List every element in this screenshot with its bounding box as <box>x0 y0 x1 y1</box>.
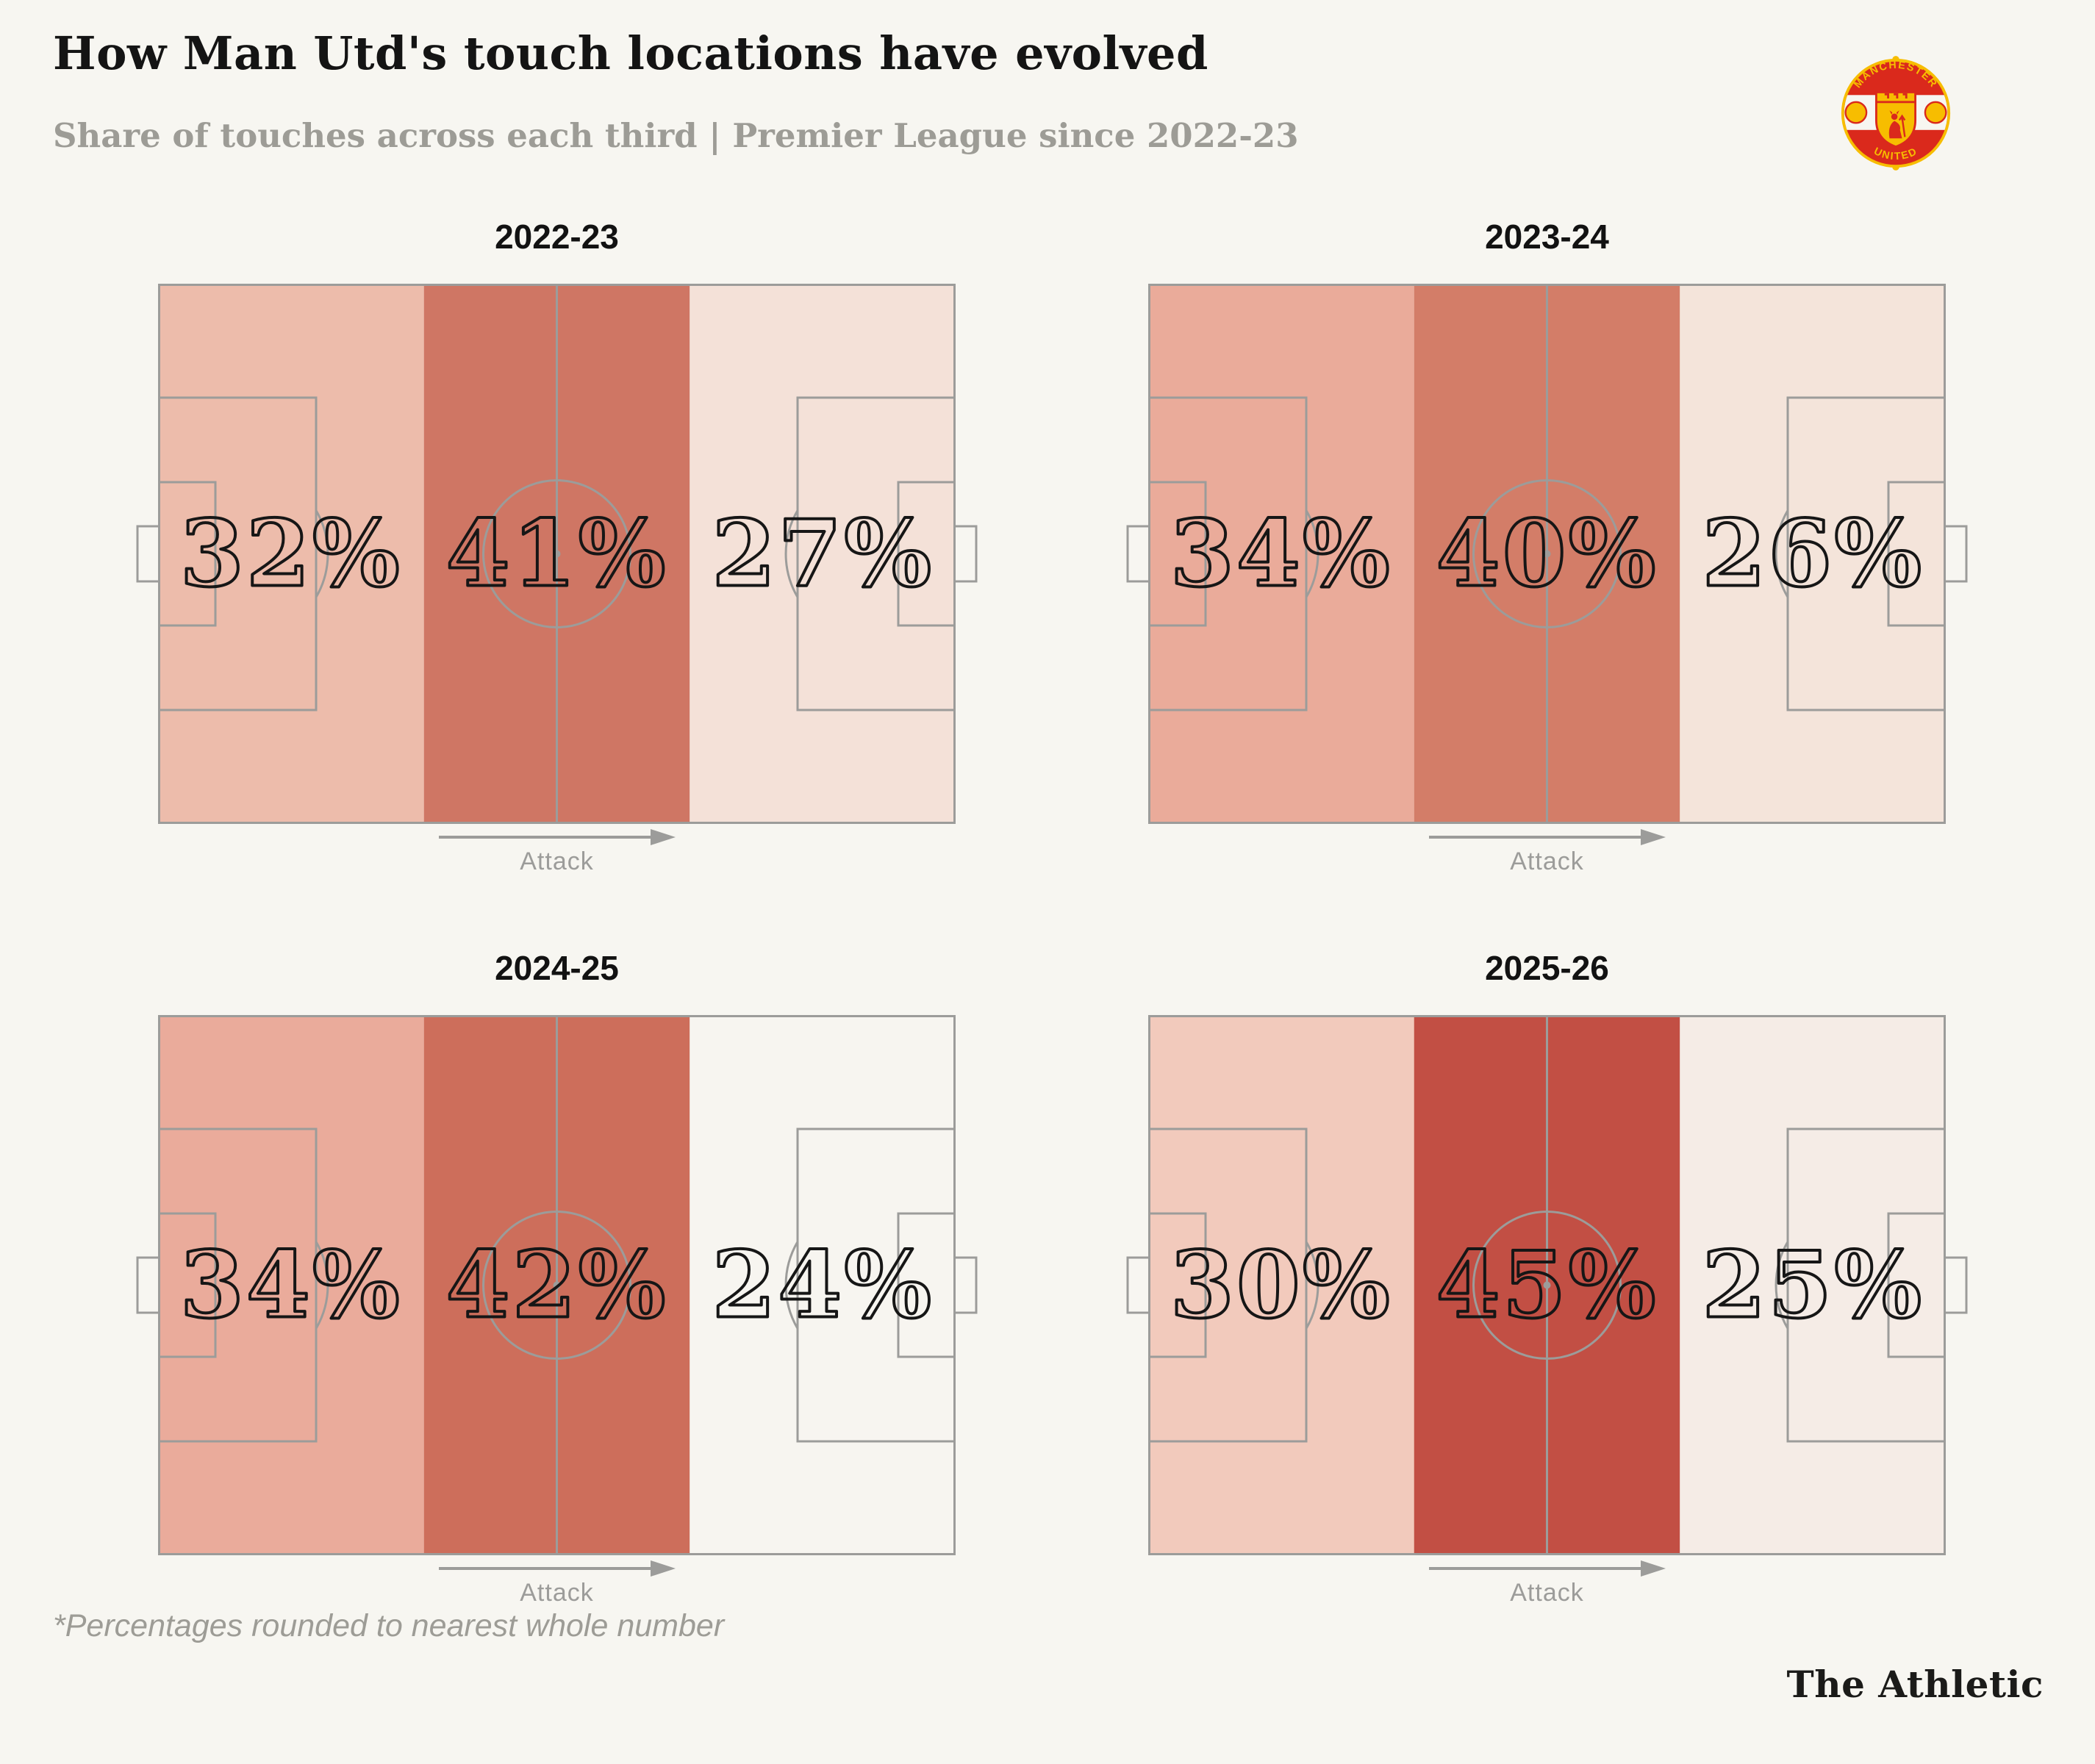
pitch-2023-24: 34% 40% 26% <box>1126 284 1968 824</box>
attack-direction: Attack <box>1148 1559 1946 1607</box>
attack-arrow-icon <box>437 1559 677 1578</box>
defensive-third-value: 34% <box>1170 501 1392 608</box>
attacking-third-fill <box>690 1015 956 1555</box>
attacking-third-fill <box>690 284 956 824</box>
crest-football-right-icon <box>1924 101 1947 124</box>
attack-direction: Attack <box>158 1559 956 1607</box>
season-panel-2023-24: 2023-24 34% 40% 26% Attack <box>1126 215 1968 876</box>
defensive-third-value: 30% <box>1170 1232 1392 1339</box>
season-title: 2024-25 <box>495 949 619 987</box>
the-athletic-wordmark: The Athletic <box>1786 1663 2044 1706</box>
defensive-third-value: 32% <box>180 501 402 608</box>
attacking-third-value: 27% <box>712 501 934 608</box>
attack-arrow-icon <box>437 828 677 847</box>
svg-text:UNITED: UNITED <box>1872 146 1919 162</box>
defensive-third-fill <box>158 1015 424 1555</box>
attacking-third-value: 24% <box>712 1232 934 1339</box>
defensive-third-fill <box>1148 1015 1414 1555</box>
attacking-third-fill <box>1680 1015 1946 1555</box>
season-title: 2022-23 <box>495 218 619 256</box>
middle-third-value: 42% <box>446 1232 668 1339</box>
defensive-third-fill <box>158 284 424 824</box>
crest-football-left-icon <box>1844 101 1868 124</box>
season-panel-2024-25: 2024-25 34% 42% 24% Attack <box>136 946 978 1607</box>
footnote: *Percentages rounded to nearest whole nu… <box>53 1608 725 1643</box>
crest-devil-icon <box>1888 110 1906 139</box>
middle-third-value: 40% <box>1436 501 1658 608</box>
season-title: 2023-24 <box>1485 218 1609 256</box>
middle-third-value: 45% <box>1436 1232 1658 1339</box>
attack-label: Attack <box>520 1579 594 1607</box>
pitch-2025-26: 30% 45% 25% <box>1126 1015 1968 1555</box>
attack-label: Attack <box>1510 1579 1584 1607</box>
defensive-third-value: 34% <box>180 1232 402 1339</box>
attack-direction: Attack <box>158 828 956 876</box>
attacking-third-value: 26% <box>1702 501 1924 608</box>
attack-label: Attack <box>520 847 594 875</box>
attack-direction: Attack <box>1148 828 1946 876</box>
season-panel-2025-26: 2025-26 30% 45% 25% Attack <box>1126 946 1968 1607</box>
man-utd-crest: MANCHESTER UNITED <box>1841 56 1951 171</box>
defensive-third-fill <box>1148 284 1414 824</box>
crest-ship-icon <box>1876 93 1916 104</box>
season-panel-2022-23: 2022-23 32% 41% 27% Attack <box>136 215 978 876</box>
season-title: 2025-26 <box>1485 949 1609 987</box>
page-title: How Man Utd's touch locations have evolv… <box>53 26 1208 80</box>
attacking-third-value: 25% <box>1702 1232 1924 1339</box>
attacking-third-fill <box>1680 284 1946 824</box>
attack-arrow-icon <box>1427 1559 1667 1578</box>
attack-arrow-icon <box>1427 828 1667 847</box>
middle-third-value: 41% <box>446 501 668 608</box>
pitch-2024-25: 34% 42% 24% <box>136 1015 978 1555</box>
attack-label: Attack <box>1510 847 1584 875</box>
pitch-2022-23: 32% 41% 27% <box>136 284 978 824</box>
page-subtitle: Share of touches across each third | Pre… <box>53 116 1299 155</box>
crest-banner-bottom-text: UNITED <box>1872 146 1918 162</box>
